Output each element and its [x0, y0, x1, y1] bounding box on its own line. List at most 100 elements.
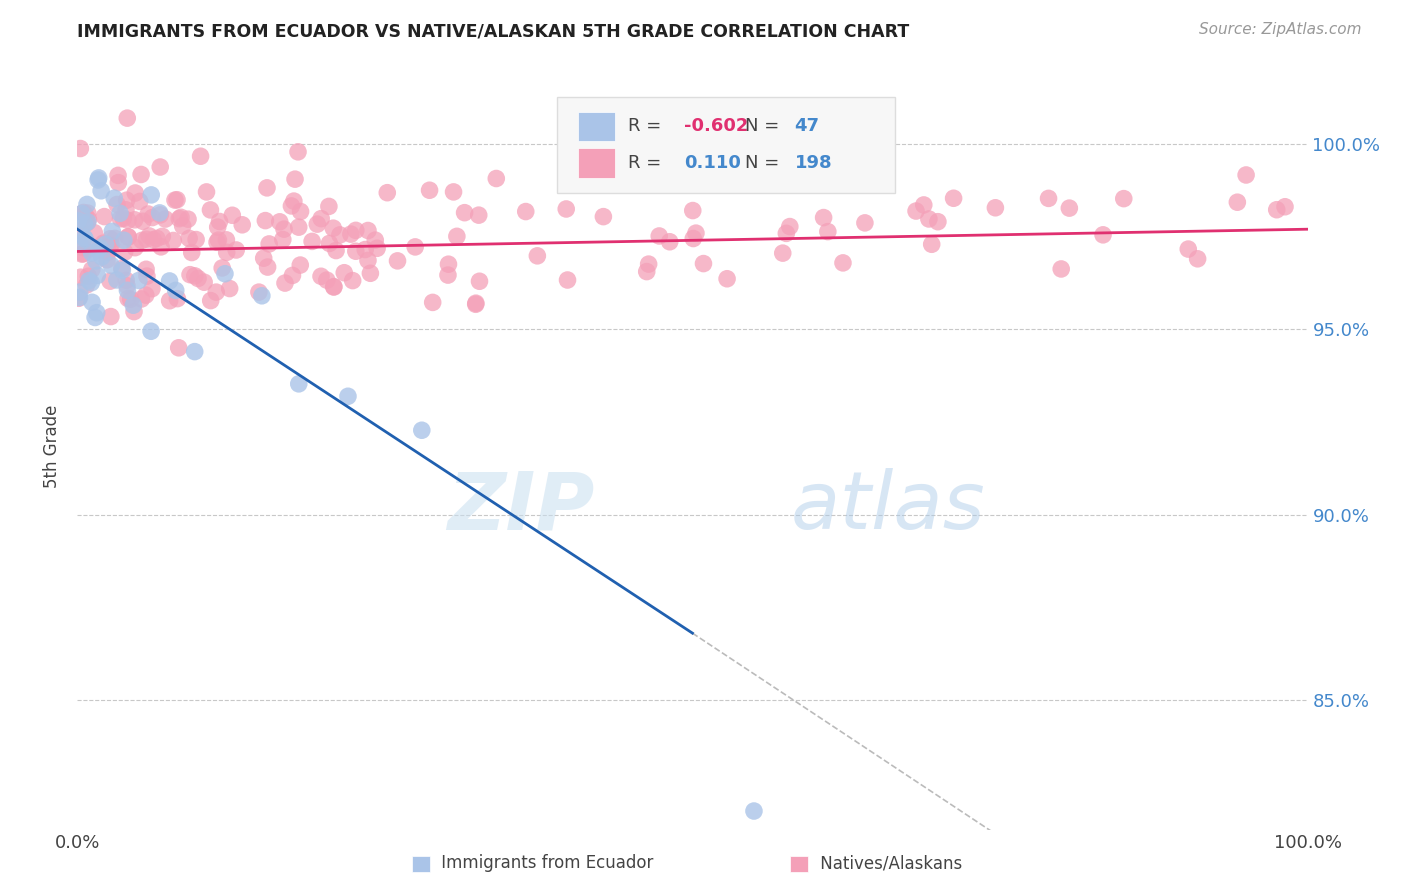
Point [309, 269, 332, 284]
Point [112, 233, 135, 247]
Point [101, 224, 124, 238]
Text: R =: R = [628, 117, 668, 135]
Point [111, 261, 134, 276]
Point [150, 229, 173, 244]
Point [100, 310, 122, 324]
Point [284, 172, 307, 186]
Point [80, 246, 103, 260]
Point [921, 237, 943, 252]
Text: -0.602: -0.602 [683, 117, 748, 135]
Point [117, 229, 139, 244]
Point [77, 269, 100, 284]
Point [94, 237, 117, 252]
Point [1234, 168, 1257, 182]
Point [80, 295, 103, 310]
Text: IMMIGRANTS FROM ECUADOR VS NATIVE/ALASKAN 5TH GRADE CORRELATION CHART: IMMIGRANTS FROM ECUADOR VS NATIVE/ALASKA… [77, 22, 910, 40]
Point [364, 233, 387, 247]
Point [322, 221, 344, 235]
Point [124, 212, 146, 227]
Y-axis label: 5th Grade: 5th Grade [44, 404, 62, 488]
Point [942, 191, 965, 205]
Point [468, 274, 491, 288]
FancyBboxPatch shape [578, 148, 614, 178]
Point [1092, 227, 1115, 242]
Point [98, 232, 121, 246]
Point [207, 220, 229, 235]
Point [685, 226, 707, 240]
Point [114, 245, 136, 260]
Point [80, 276, 103, 290]
Point [105, 273, 128, 287]
Point [205, 285, 228, 300]
Point [315, 273, 337, 287]
Point [179, 268, 201, 282]
Point [135, 288, 157, 302]
Text: Natives/Alaskans: Natives/Alaskans [794, 855, 963, 872]
Point [136, 269, 159, 284]
Point [464, 297, 486, 311]
Point [76, 216, 98, 230]
Point [446, 229, 468, 244]
Point [738, 144, 761, 158]
Point [337, 389, 360, 403]
Point [1059, 201, 1081, 215]
Point [775, 227, 797, 241]
Point [141, 282, 163, 296]
Point [142, 233, 165, 247]
Text: ZIP: ZIP [447, 468, 595, 547]
Point [692, 256, 714, 270]
Point [112, 211, 135, 226]
Point [190, 149, 212, 163]
Point [927, 215, 949, 229]
Text: N =: N = [745, 117, 786, 135]
Point [177, 212, 200, 227]
Point [404, 240, 426, 254]
Point [90, 184, 112, 198]
Point [422, 295, 444, 310]
Point [180, 245, 202, 260]
Point [253, 251, 276, 265]
Point [280, 199, 302, 213]
Point [170, 211, 193, 225]
Text: Immigrants from Ecuador: Immigrants from Ecuador [415, 855, 654, 872]
Point [108, 206, 131, 220]
Point [163, 193, 186, 207]
Point [73, 230, 96, 244]
Point [918, 211, 941, 226]
Point [107, 176, 129, 190]
Point [84, 310, 107, 325]
Point [1177, 242, 1199, 256]
Point [117, 111, 139, 125]
Point [1050, 262, 1073, 277]
Point [117, 213, 139, 227]
Point [555, 202, 578, 216]
Text: N =: N = [745, 154, 786, 172]
Point [165, 284, 187, 298]
Point [817, 225, 839, 239]
Point [150, 240, 173, 254]
Point [159, 274, 181, 288]
Point [340, 227, 363, 241]
Point [69, 270, 91, 285]
Point [344, 223, 367, 237]
Point [135, 262, 157, 277]
Point [325, 244, 347, 258]
Point [120, 292, 142, 306]
Point [411, 423, 433, 437]
Point [69, 224, 91, 238]
Point [80, 262, 103, 277]
Point [215, 233, 238, 247]
Point [357, 223, 380, 237]
Point [77, 242, 100, 256]
Point [98, 240, 121, 254]
Text: 198: 198 [794, 154, 832, 172]
Point [273, 222, 295, 236]
Point [117, 283, 139, 297]
Point [813, 211, 835, 225]
Point [254, 213, 277, 227]
Point [67, 214, 90, 228]
Point [905, 204, 928, 219]
Point [96, 252, 118, 267]
Point [636, 264, 658, 278]
Point [98, 274, 121, 288]
